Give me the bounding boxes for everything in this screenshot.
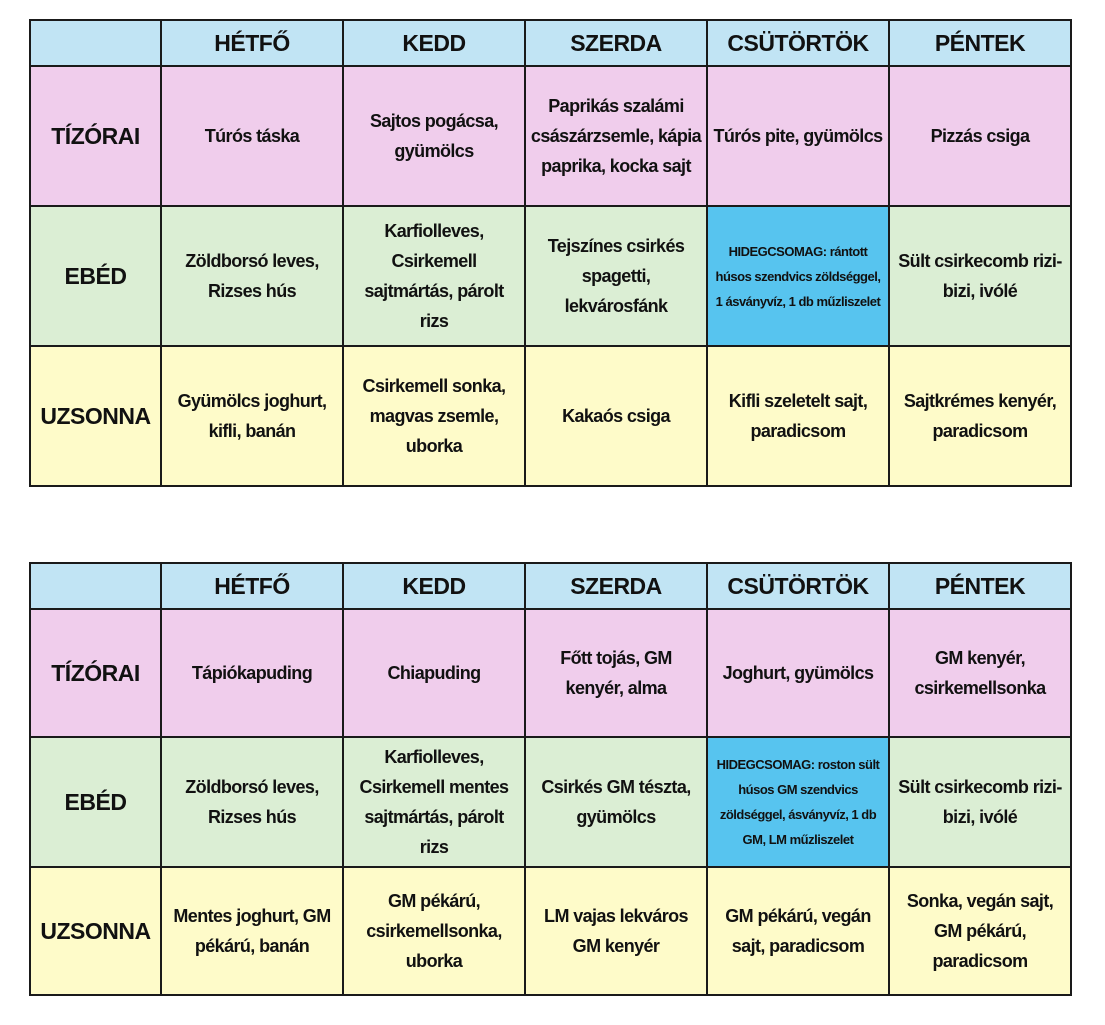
meal-label-tizorai: TÍZÓRAI	[29, 608, 162, 738]
corner-cell	[29, 19, 162, 67]
day-header-monday: HÉTFŐ	[160, 19, 344, 67]
meal-label-ebed: EBÉD	[29, 736, 162, 868]
menu-cell: Tápiókapuding	[160, 608, 344, 738]
meal-row-ebed: EBÉD Zöldborsó leves, Rizses hús Karfiol…	[29, 736, 1072, 868]
meal-row-uzsonna: UZSONNA Mentes joghurt, GM pékárú, banán…	[29, 866, 1072, 996]
menu-cell: Paprikás szalámi császárzsemle, kápia pa…	[524, 65, 708, 207]
menu-cell: Túrós pite, gyümölcs	[706, 65, 890, 207]
cold-package-cell: HIDEGCSOMAG: rántott húsos szendvics zöl…	[706, 205, 890, 347]
meal-label-ebed: EBÉD	[29, 205, 162, 347]
menu-cell: Tejszínes csirkés spagetti, lekvárosfánk	[524, 205, 708, 347]
day-header-wednesday: SZERDA	[524, 19, 708, 67]
menu-cell: Chiapuding	[342, 608, 526, 738]
day-header-thursday: CSÜTÖRTÖK	[706, 562, 890, 610]
weekly-menu-table-1: HÉTFŐ KEDD SZERDA CSÜTÖRTÖK PÉNTEK TÍZÓR…	[29, 19, 1072, 487]
corner-cell	[29, 562, 162, 610]
menu-cell: Gyümölcs joghurt, kifli, banán	[160, 345, 344, 487]
menu-cell: Sajtkrémes kenyér, paradicsom	[888, 345, 1072, 487]
weekly-menu-table-2: HÉTFŐ KEDD SZERDA CSÜTÖRTÖK PÉNTEK TÍZÓR…	[29, 562, 1072, 996]
menu-cell: Sajtos pogácsa, gyümölcs	[342, 65, 526, 207]
menu-cell: GM pékárú, vegán sajt, paradicsom	[706, 866, 890, 996]
meal-row-tizorai: TÍZÓRAI Tápiókapuding Chiapuding Főtt to…	[29, 608, 1072, 738]
menu-cell: Csirkemell sonka, magvas zsemle, uborka	[342, 345, 526, 487]
menu-cell: Sült csirkecomb rizi-bizi, ivólé	[888, 205, 1072, 347]
meal-row-tizorai: TÍZÓRAI Túrós táska Sajtos pogácsa, gyüm…	[29, 65, 1072, 207]
menu-cell: Karfiolleves, Csirkemell sajtmártás, pár…	[342, 205, 526, 347]
meal-label-tizorai: TÍZÓRAI	[29, 65, 162, 207]
day-header-wednesday: SZERDA	[524, 562, 708, 610]
menu-cell: Sült csirkecomb rizi-bizi, ivólé	[888, 736, 1072, 868]
meal-row-ebed: EBÉD Zöldborsó leves, Rizses hús Karfiol…	[29, 205, 1072, 347]
meal-label-uzsonna: UZSONNA	[29, 345, 162, 487]
menu-cell: Sonka, vegán sajt, GM pékárú, paradicsom	[888, 866, 1072, 996]
menu-cell: Zöldborsó leves, Rizses hús	[160, 205, 344, 347]
menu-cell: Főtt tojás, GM kenyér, alma	[524, 608, 708, 738]
menu-cell: Kifli szeletelt sajt, paradicsom	[706, 345, 890, 487]
menu-cell: Kakaós csiga	[524, 345, 708, 487]
menu-cell: Mentes joghurt, GM pékárú, banán	[160, 866, 344, 996]
menu-cell: Zöldborsó leves, Rizses hús	[160, 736, 344, 868]
menu-cell: LM vajas lekváros GM kenyér	[524, 866, 708, 996]
cold-package-cell: HIDEGCSOMAG: roston sült húsos GM szendv…	[706, 736, 890, 868]
day-header-friday: PÉNTEK	[888, 19, 1072, 67]
menu-cell: GM kenyér, csirkemellsonka	[888, 608, 1072, 738]
day-header-friday: PÉNTEK	[888, 562, 1072, 610]
header-row: HÉTFŐ KEDD SZERDA CSÜTÖRTÖK PÉNTEK	[29, 19, 1072, 67]
meal-label-uzsonna: UZSONNA	[29, 866, 162, 996]
menu-cell: Túrós táska	[160, 65, 344, 207]
menu-cell: Karfiolleves, Csirkemell mentes sajtmárt…	[342, 736, 526, 868]
day-header-tuesday: KEDD	[342, 562, 526, 610]
menu-cell: GM pékárú, csirkemellsonka, uborka	[342, 866, 526, 996]
menu-cell: Csirkés GM tészta, gyümölcs	[524, 736, 708, 868]
menu-cell: Joghurt, gyümölcs	[706, 608, 890, 738]
menu-cell: Pizzás csiga	[888, 65, 1072, 207]
meal-row-uzsonna: UZSONNA Gyümölcs joghurt, kifli, banán C…	[29, 345, 1072, 487]
day-header-tuesday: KEDD	[342, 19, 526, 67]
day-header-thursday: CSÜTÖRTÖK	[706, 19, 890, 67]
header-row: HÉTFŐ KEDD SZERDA CSÜTÖRTÖK PÉNTEK	[29, 562, 1072, 610]
day-header-monday: HÉTFŐ	[160, 562, 344, 610]
